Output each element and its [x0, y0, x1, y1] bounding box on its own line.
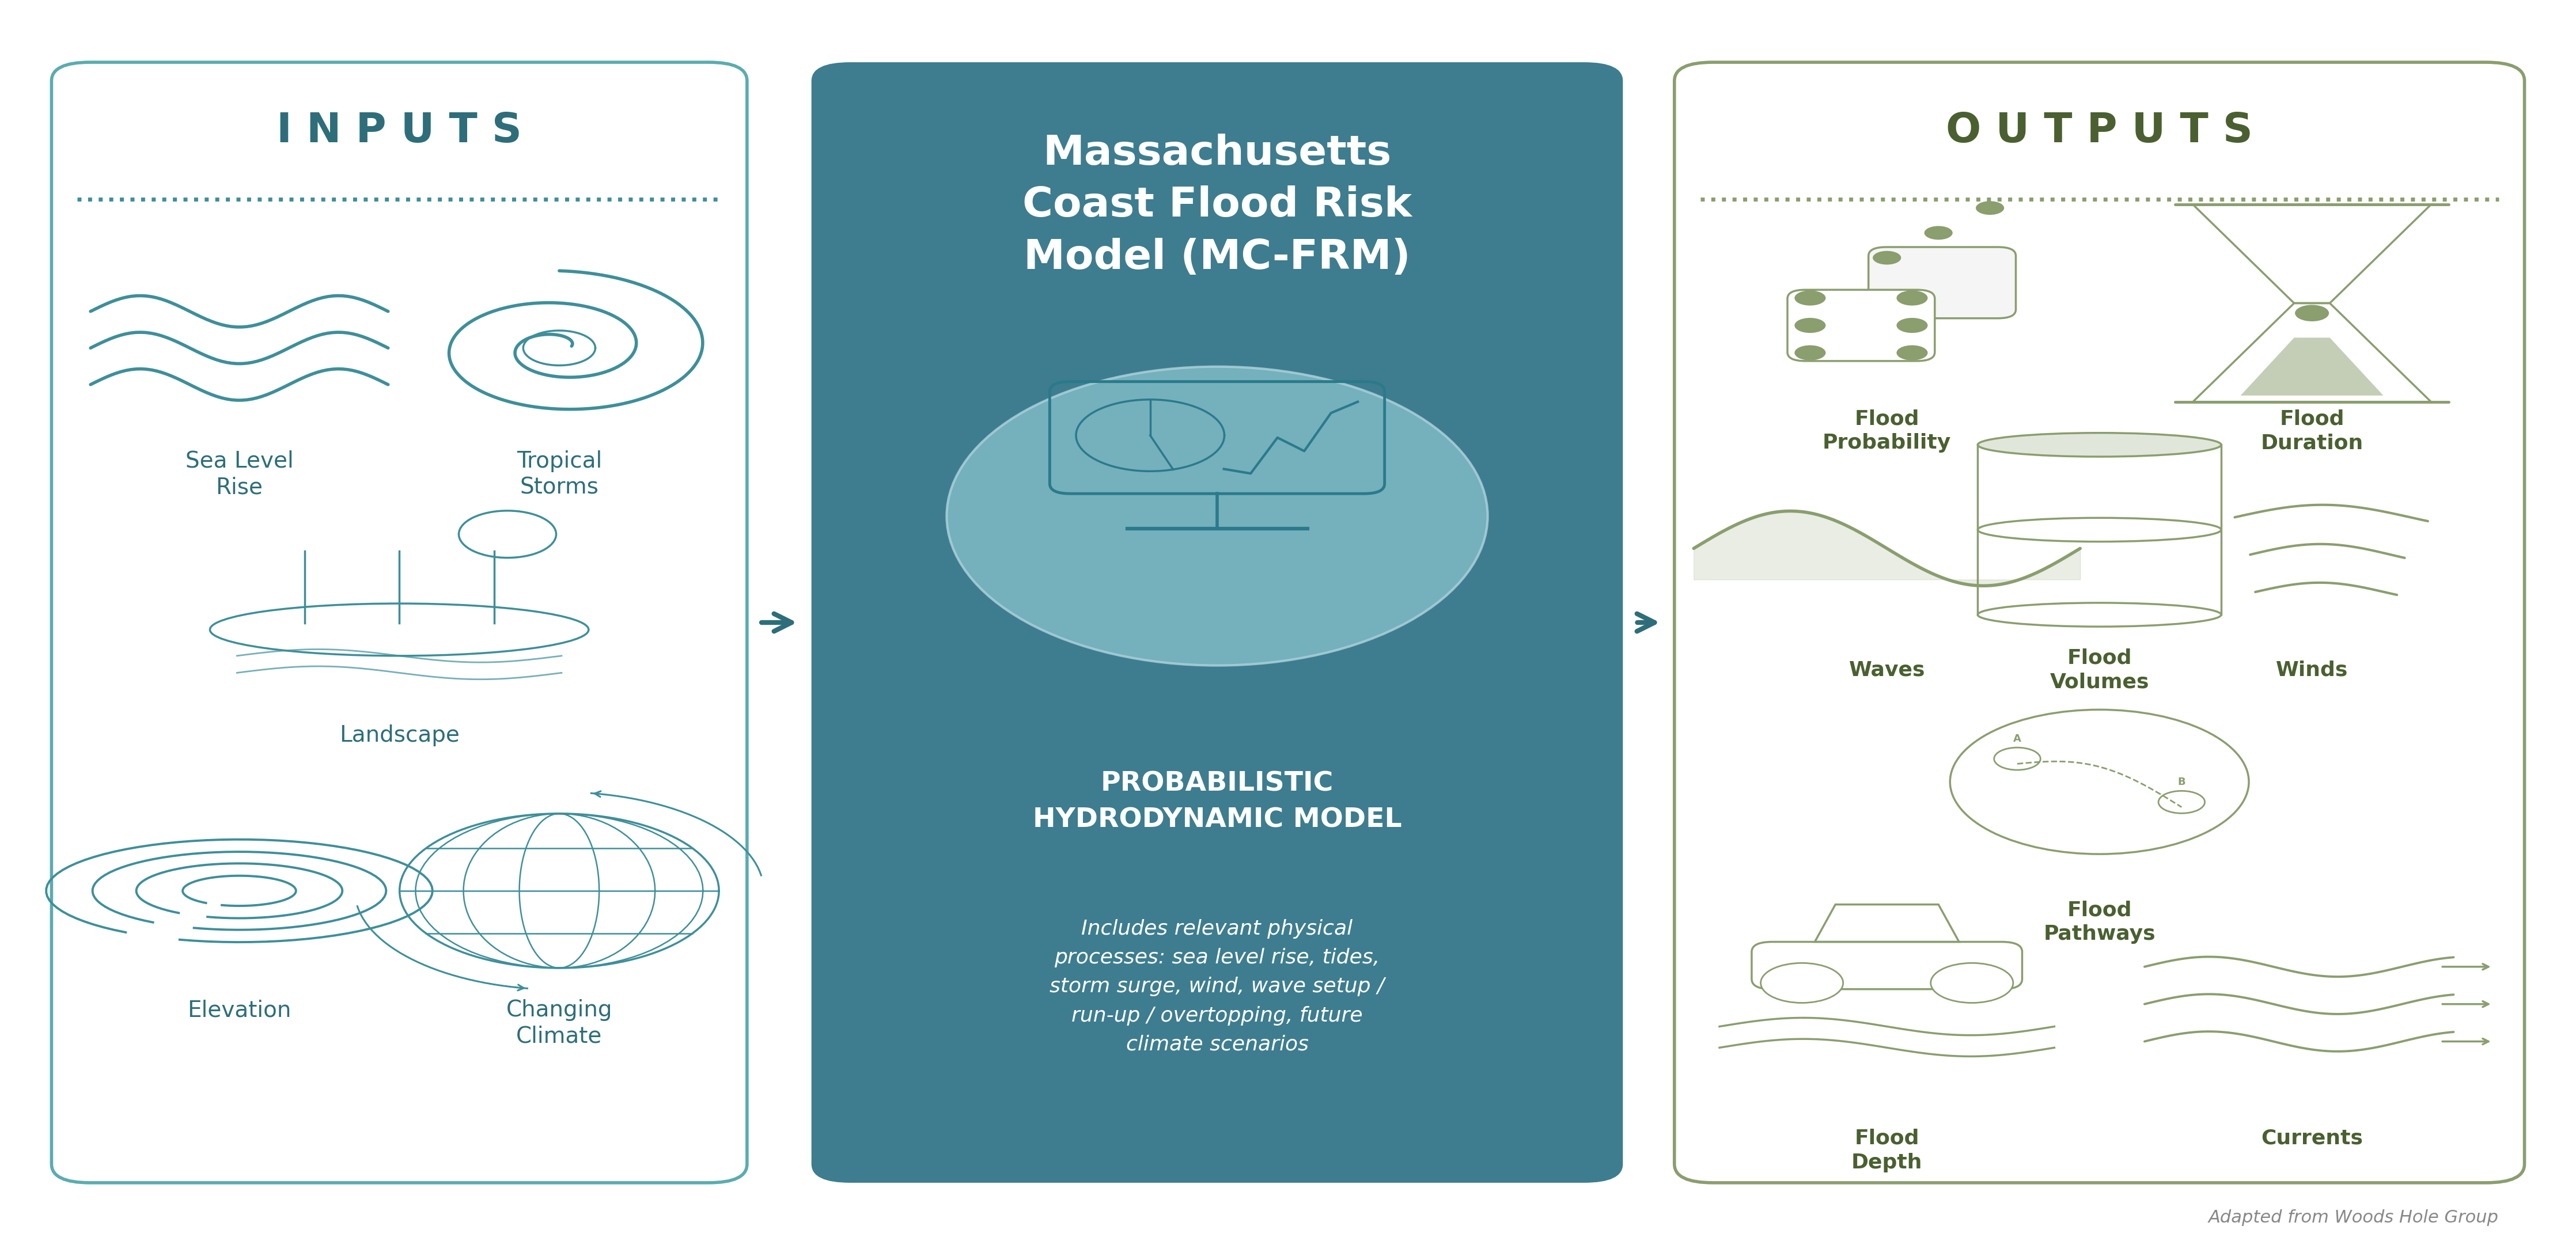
Text: Adapted from Woods Hole Group: Adapted from Woods Hole Group [2208, 1209, 2499, 1226]
Text: Includes relevant physical
processes: sea level rise, tides,
storm surge, wind, : Includes relevant physical processes: se… [1051, 919, 1383, 1055]
Text: Flood
Volumes: Flood Volumes [2050, 647, 2148, 692]
Text: Flood
Pathways: Flood Pathways [2043, 900, 2156, 944]
Circle shape [1795, 317, 1826, 332]
Text: A: A [2014, 733, 2022, 743]
Text: PROBABILISTIC
HYDRODYNAMIC MODEL: PROBABILISTIC HYDRODYNAMIC MODEL [1033, 771, 1401, 833]
Text: Landscape: Landscape [340, 725, 459, 747]
Circle shape [1795, 345, 1826, 360]
Polygon shape [2241, 337, 2383, 396]
Text: Changing
Climate: Changing Climate [505, 998, 613, 1047]
FancyBboxPatch shape [52, 62, 747, 1183]
Text: Massachusetts
Coast Flood Risk
Model (MC-FRM): Massachusetts Coast Flood Risk Model (MC… [1023, 133, 1412, 278]
FancyBboxPatch shape [1674, 62, 2524, 1183]
Text: Flood
Duration: Flood Duration [2262, 408, 2362, 453]
Circle shape [1896, 290, 1927, 305]
Circle shape [1924, 227, 1953, 240]
Text: B: B [2177, 777, 2184, 787]
Circle shape [1932, 964, 2014, 1003]
Text: Tropical
Storms: Tropical Storms [518, 449, 603, 498]
Ellipse shape [1978, 433, 2221, 457]
Text: Currents: Currents [2262, 1128, 2362, 1148]
Circle shape [1896, 345, 1927, 360]
Ellipse shape [948, 366, 1489, 665]
Circle shape [1762, 964, 1844, 1003]
FancyBboxPatch shape [811, 62, 1623, 1183]
Text: O U T P U T S: O U T P U T S [1945, 111, 2254, 151]
Text: Waves: Waves [1850, 660, 1924, 680]
Circle shape [1795, 290, 1826, 305]
Circle shape [1896, 317, 1927, 332]
FancyBboxPatch shape [1868, 247, 2017, 319]
Text: I N P U T S: I N P U T S [276, 111, 523, 151]
Text: Flood
Probability: Flood Probability [1824, 408, 1950, 453]
Circle shape [2295, 305, 2329, 321]
Text: Elevation: Elevation [188, 998, 291, 1021]
FancyBboxPatch shape [1788, 290, 1935, 361]
Text: Flood
Depth: Flood Depth [1852, 1128, 1922, 1173]
Text: Sea Level
Rise: Sea Level Rise [185, 449, 294, 498]
Text: Winds: Winds [2275, 660, 2349, 680]
Circle shape [1873, 251, 1901, 265]
Circle shape [1976, 202, 2004, 215]
